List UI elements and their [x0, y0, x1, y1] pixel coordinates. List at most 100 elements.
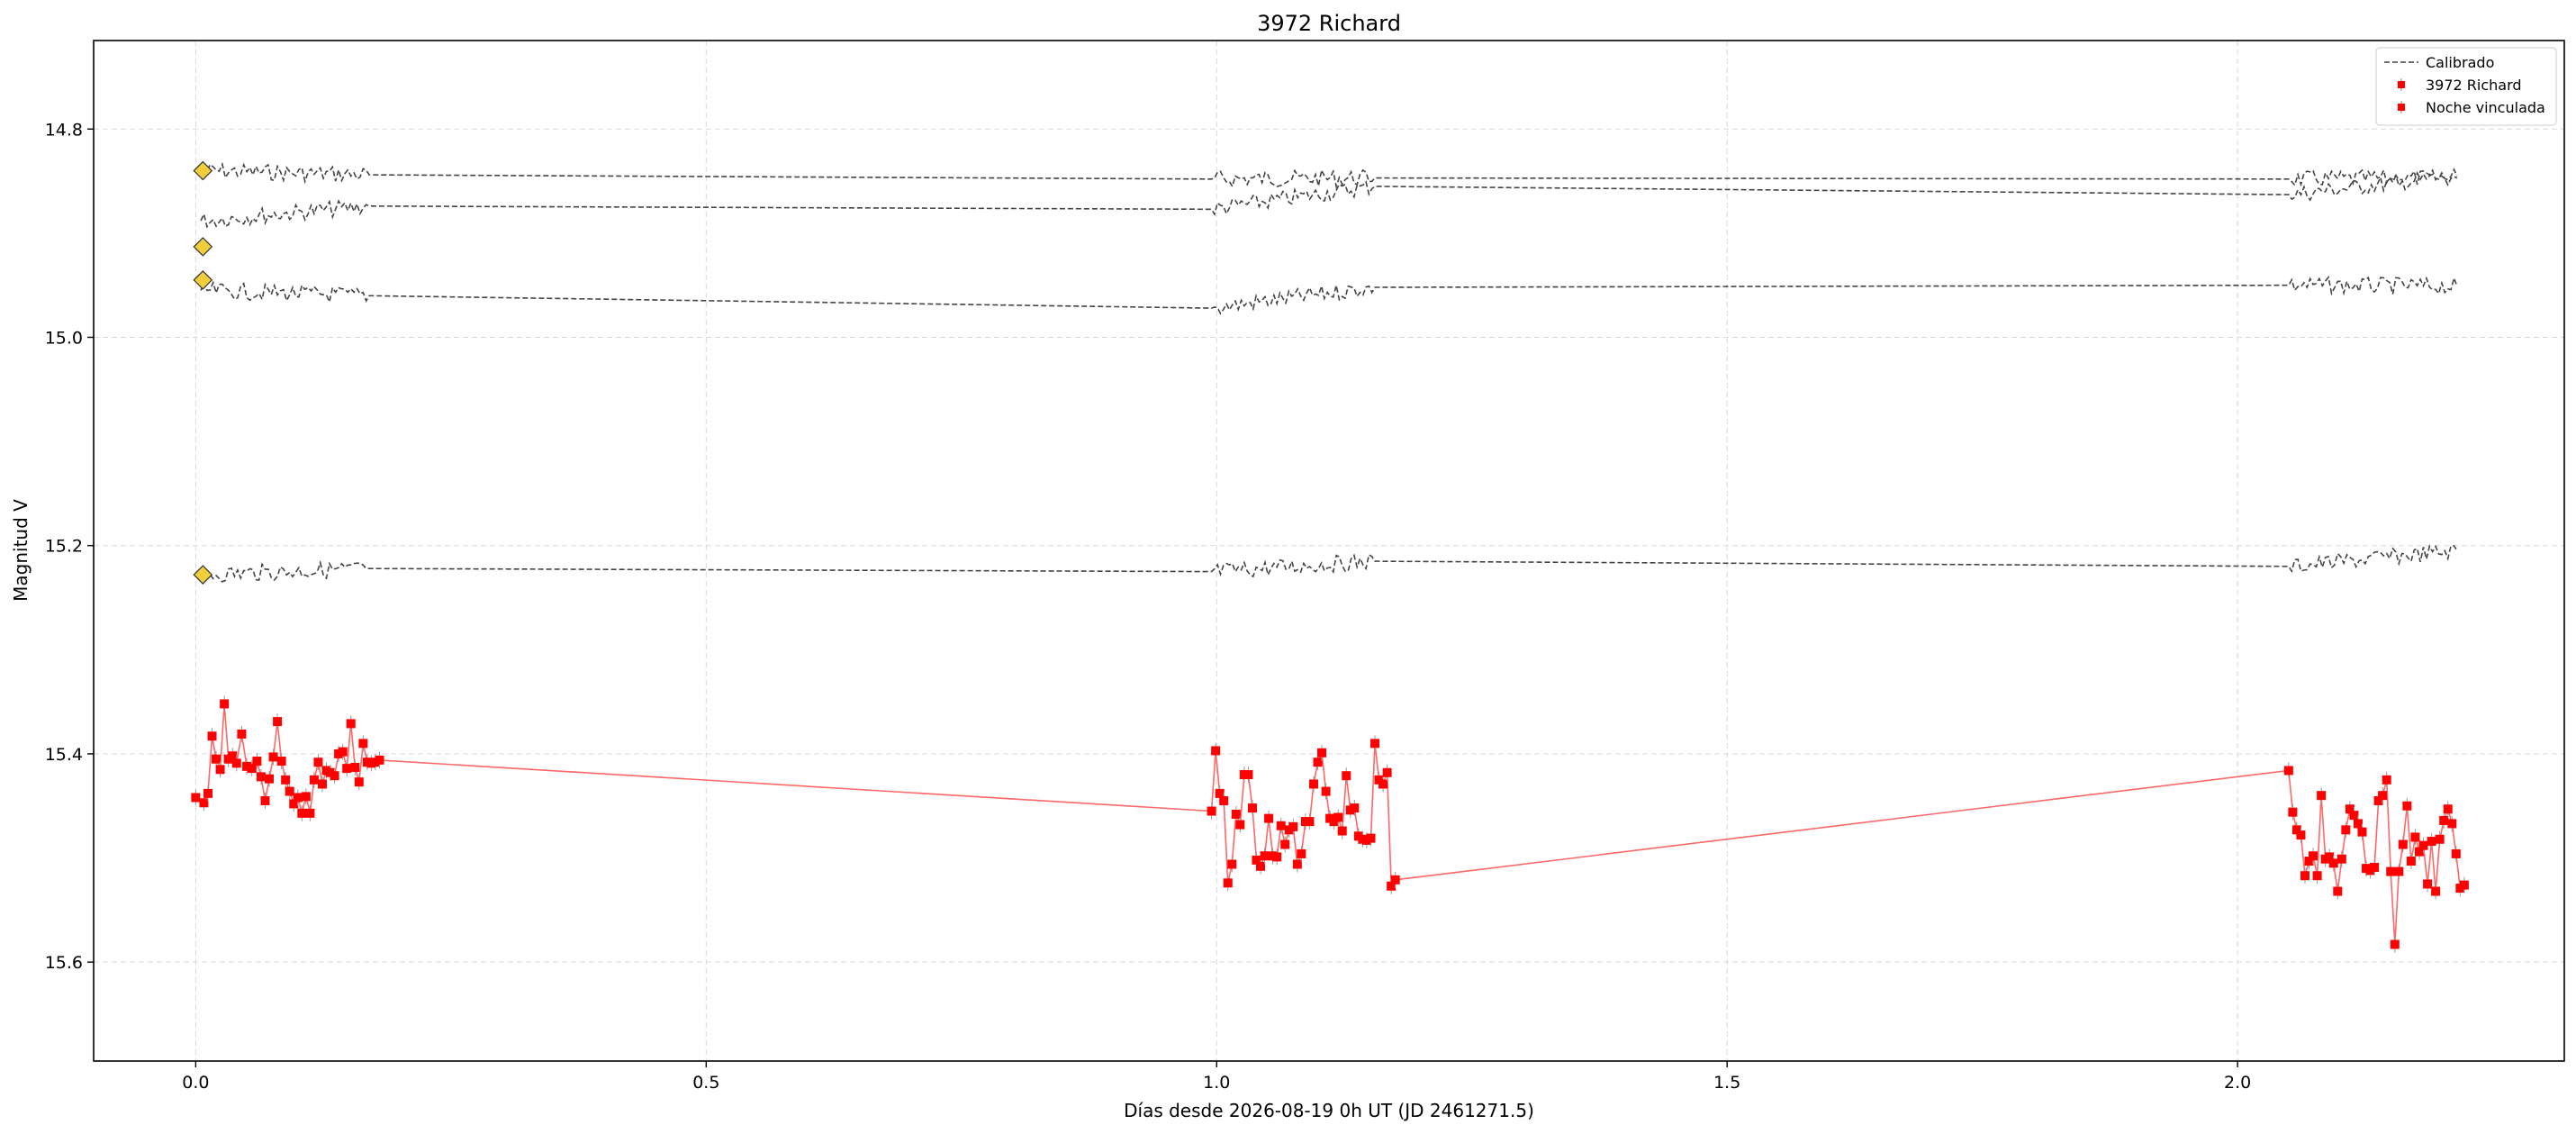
richard-point [1382, 764, 1392, 781]
richard-marker [2390, 939, 2400, 949]
legend-swatch-richard [2398, 78, 2405, 91]
richard-marker [2386, 866, 2396, 876]
richard-marker [317, 779, 327, 789]
richard-marker [2357, 827, 2367, 837]
richard-marker [285, 786, 294, 796]
richard-point [220, 695, 230, 712]
y-axis-label: Magnitud V [10, 499, 32, 602]
richard-marker [1207, 806, 1216, 816]
richard-marker [338, 747, 348, 757]
richard-point [252, 753, 262, 770]
richard-point [1321, 783, 1331, 800]
richard-marker [1280, 839, 1290, 849]
richard-marker [2288, 807, 2298, 817]
richard-marker [2418, 840, 2428, 850]
richard-point [2296, 827, 2306, 844]
richard-point [297, 804, 307, 821]
richard-marker [2353, 819, 2363, 829]
richard-marker [330, 771, 339, 781]
richard-marker [1366, 833, 1376, 843]
richard-point [2333, 883, 2343, 900]
richard-point [1342, 767, 1351, 785]
richard-marker [2447, 819, 2457, 829]
richard-marker [2341, 825, 2351, 835]
richard-marker [1260, 851, 1270, 861]
richard-marker [342, 764, 352, 774]
x-tick-label: 0.0 [182, 1073, 209, 1093]
richard-point [1247, 800, 1257, 817]
richard-marker [2435, 834, 2445, 844]
richard-marker [2378, 791, 2388, 801]
richard-point [2431, 883, 2441, 900]
richard-point [2370, 858, 2380, 875]
legend-label-calibrado: Calibrado [2426, 54, 2494, 71]
richard-marker [1308, 779, 1318, 789]
richard-point [1370, 735, 1380, 752]
richard-marker [2296, 830, 2306, 840]
y-tick-label: 14.8 [45, 120, 83, 140]
richard-point [203, 785, 212, 802]
richard-point [260, 792, 270, 809]
richard-point [1260, 848, 1270, 865]
x-tick-label: 1.0 [1203, 1073, 1230, 1093]
richard-point [2451, 845, 2461, 862]
richard-point [2336, 850, 2346, 867]
richard-marker [1219, 795, 1229, 805]
richard-marker [268, 752, 278, 762]
richard-point [301, 788, 311, 805]
richard-point [313, 754, 323, 771]
richard-marker [297, 808, 307, 818]
richard-marker [247, 764, 257, 774]
richard-marker [273, 717, 283, 727]
richard-point [338, 743, 348, 760]
richard-point [237, 725, 247, 742]
richard-point [1235, 816, 1245, 833]
richard-marker [2291, 825, 2301, 835]
richard-marker [2317, 791, 2327, 801]
richard-marker [203, 788, 212, 798]
richard-point [305, 804, 315, 821]
richard-marker [2406, 857, 2416, 866]
richard-point [2317, 787, 2327, 804]
richard-point [1264, 810, 1274, 827]
richard-marker [276, 757, 286, 767]
y-tick-label: 15.4 [45, 745, 83, 765]
richard-marker [2394, 866, 2404, 876]
richard-marker [2427, 837, 2436, 847]
richard-point [1288, 818, 1298, 835]
richard-point [2398, 836, 2408, 853]
richard-marker [1390, 875, 1400, 885]
richard-point [2386, 863, 2396, 880]
richard-marker [231, 758, 241, 768]
richard-marker [354, 777, 364, 787]
richard-marker [215, 765, 225, 775]
richard-point [346, 715, 356, 732]
richard-marker [212, 754, 221, 764]
richard-point [2402, 797, 2412, 814]
richard-point [1280, 836, 1290, 853]
richard-point [1256, 857, 1266, 875]
richard-point [281, 771, 291, 788]
comparison-star-marker [193, 237, 213, 257]
richard-marker [2439, 815, 2449, 825]
richard-marker [1387, 881, 1396, 891]
richard-marker [1292, 859, 1302, 869]
richard-point [1350, 800, 1360, 817]
richard-point [358, 735, 368, 752]
richard-marker [1235, 820, 1245, 830]
richard-marker [2410, 832, 2420, 842]
richard-point [2341, 821, 2351, 839]
richard-point [354, 774, 364, 791]
richard-point [1305, 813, 1315, 830]
y-tick-label: 15.2 [45, 537, 83, 557]
richard-marker [2423, 879, 2433, 889]
richard-marker [358, 739, 368, 748]
richard-marker [1276, 821, 1286, 830]
richard-marker [1272, 852, 1282, 862]
richard-marker [1231, 809, 1241, 819]
comparison-markers-layer [193, 160, 213, 585]
richard-marker [191, 793, 201, 803]
richard-marker [1333, 812, 1343, 822]
richard-marker [293, 793, 303, 803]
richard-marker [1223, 878, 1233, 888]
